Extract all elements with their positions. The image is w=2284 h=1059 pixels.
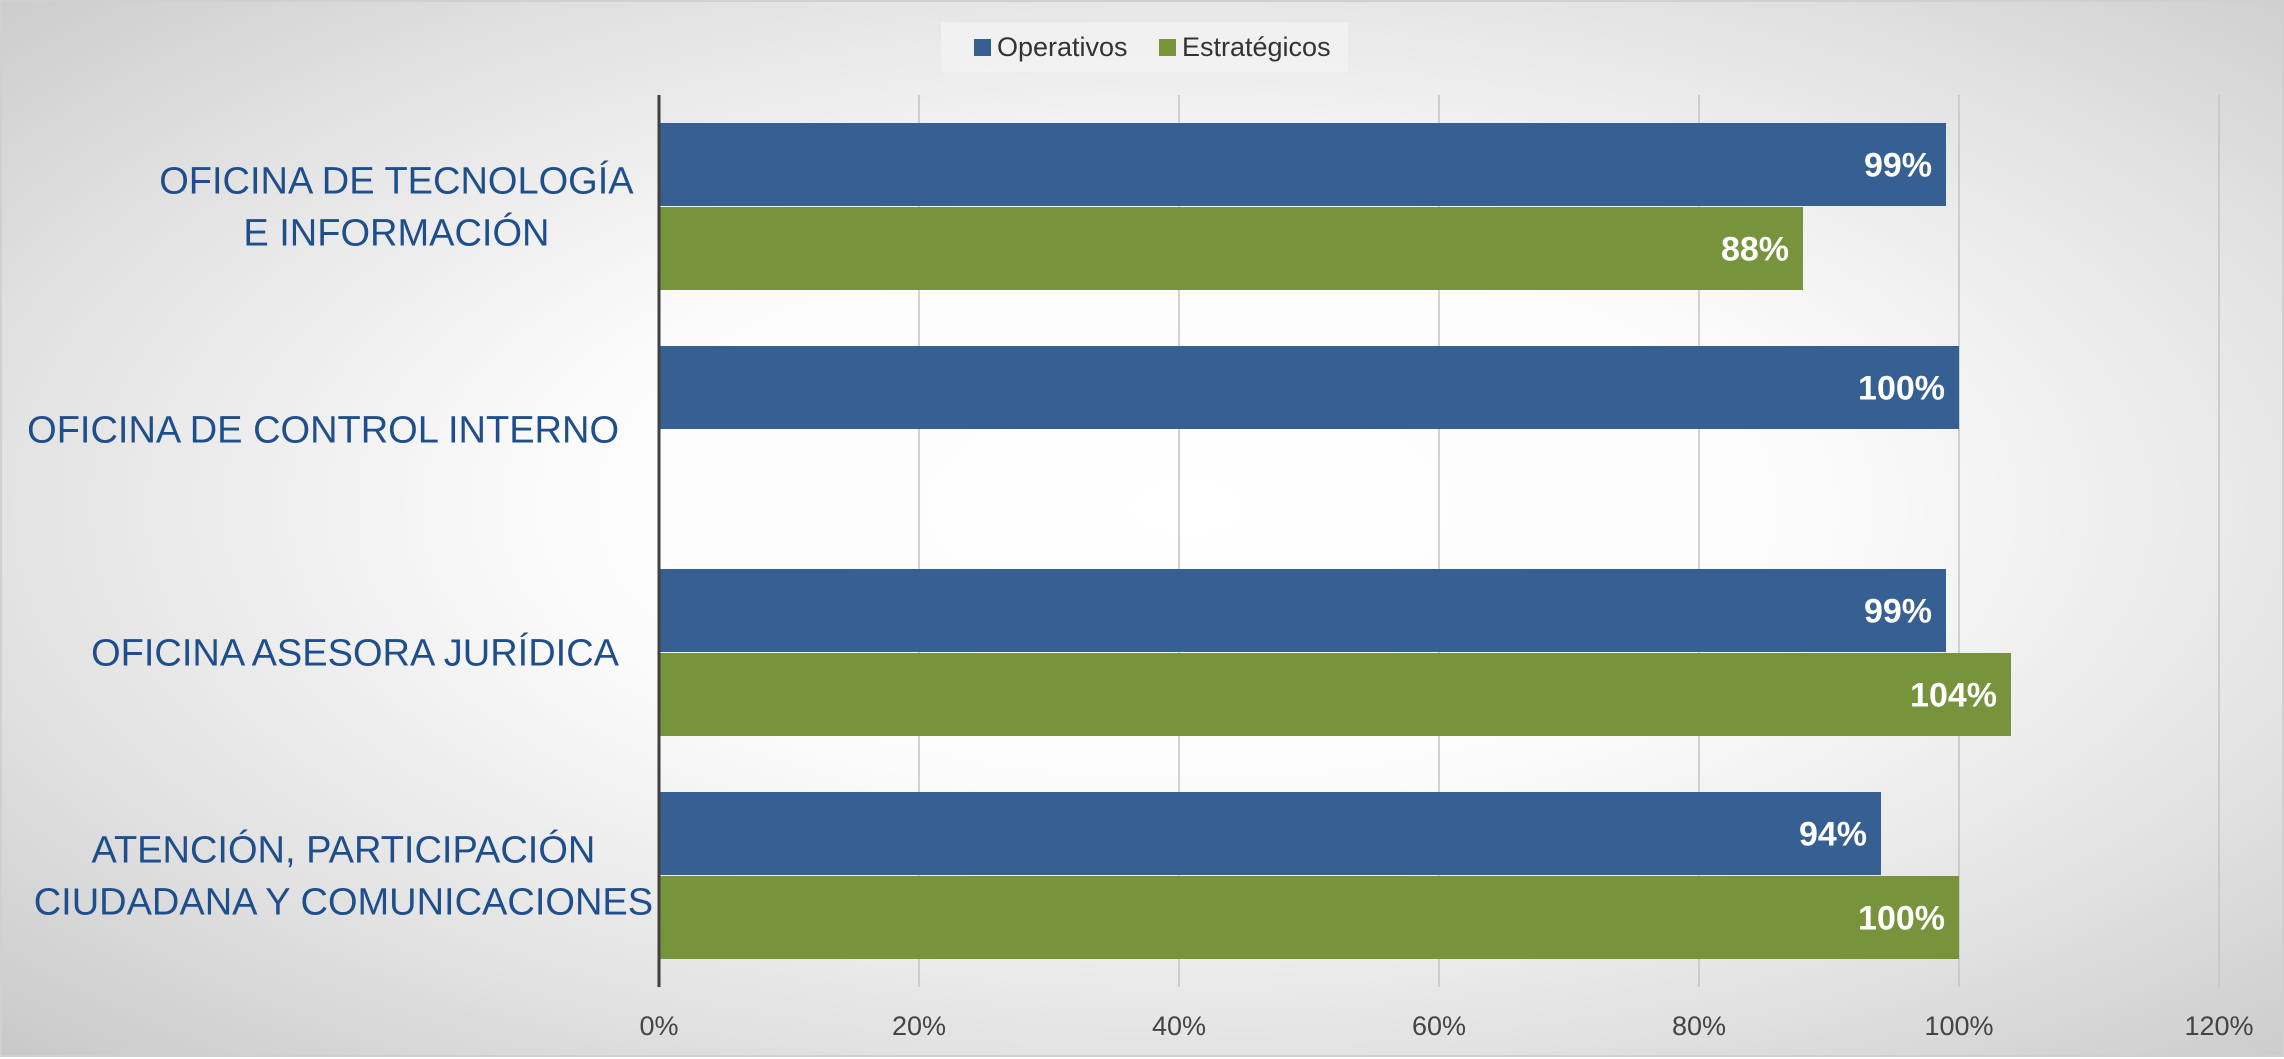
category-label-line: OFICINA DE TECNOLOGÍA — [159, 160, 634, 203]
legend-entry-0: Operativos — [997, 32, 1128, 62]
x-tick-label-6: 120% — [2184, 1011, 2253, 1041]
category-label-0: OFICINA DE TECNOLOGÍA E INFORMACIÓN — [159, 160, 634, 255]
category-label-line: E INFORMACIÓN — [243, 212, 549, 255]
bar-operativos-0 — [659, 123, 1946, 206]
data-label-0-1: 100% — [1858, 370, 1945, 408]
bar-operativos-2 — [659, 569, 1946, 652]
data-labels: 99% 88% 100% 99% 104% 94% 100% — [1721, 147, 1997, 938]
data-label-1-0: 88% — [1721, 231, 1789, 269]
legend-swatch-1 — [1159, 39, 1176, 56]
x-tick-label-4: 80% — [1672, 1011, 1726, 1041]
x-tick-labels: 0% 20% 40% 60% 80% 100% 120% — [639, 1011, 2253, 1041]
x-tick-label-3: 60% — [1412, 1011, 1466, 1041]
category-label-line: ATENCIÓN, PARTICIPACIÓN — [91, 829, 595, 872]
data-label-1-2: 104% — [1910, 677, 1997, 715]
bar-estrategicos-2 — [659, 653, 2011, 736]
x-tick-label-5: 100% — [1924, 1011, 1993, 1041]
bars — [659, 123, 2011, 959]
bar-estrategicos-0 — [659, 207, 1803, 290]
legend-swatch-0 — [974, 39, 991, 56]
category-labels: OFICINA DE TECNOLOGÍA E INFORMACIÓNOFICIN… — [27, 160, 653, 924]
category-label-3: ATENCIÓN, PARTICIPACIÓN CIUDADANA Y COMUN… — [34, 829, 653, 924]
legend-entry-1: Estratégicos — [1182, 32, 1331, 62]
data-label-0-3: 94% — [1799, 816, 1867, 854]
category-label-line: OFICINA ASESORA JURÍDICA — [91, 632, 620, 675]
category-label-1: OFICINA DE CONTROL INTERNO — [27, 410, 619, 452]
category-label-line: CIUDADANA Y COMUNICACIONES — [34, 882, 653, 924]
bar-operativos-1 — [659, 346, 1959, 429]
bar-estrategicos-3 — [659, 876, 1959, 959]
data-label-0-2: 99% — [1864, 593, 1932, 631]
category-label-line: OFICINA DE CONTROL INTERNO — [27, 410, 619, 452]
category-label-2: OFICINA ASESORA JURÍDICA — [91, 632, 620, 675]
legend: Operativos Estratégicos — [941, 22, 1348, 72]
bar-operativos-3 — [659, 792, 1881, 875]
x-tick-label-2: 40% — [1152, 1011, 1206, 1041]
data-label-0-0: 99% — [1864, 147, 1932, 185]
x-tick-label-0: 0% — [639, 1011, 678, 1041]
legend-box — [941, 22, 1348, 72]
data-label-1-3: 100% — [1858, 900, 1945, 938]
x-tick-label-1: 20% — [892, 1011, 946, 1041]
